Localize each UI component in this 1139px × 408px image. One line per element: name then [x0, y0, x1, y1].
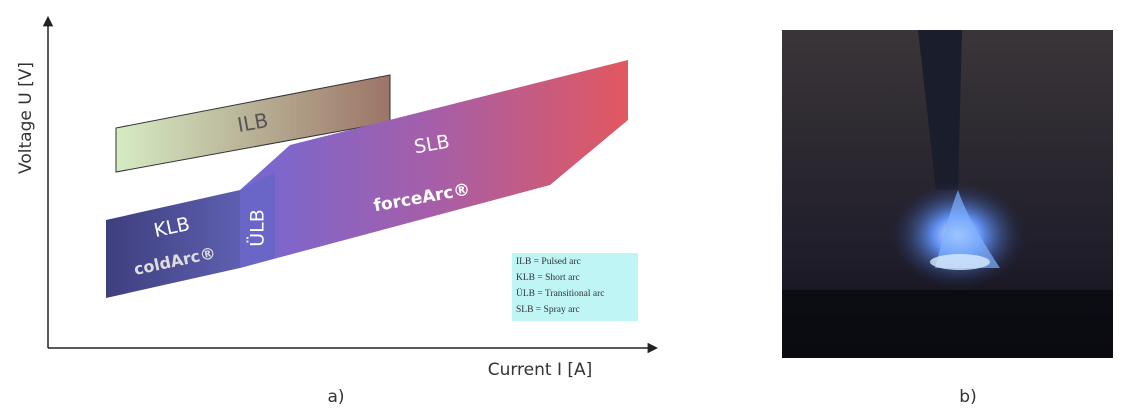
ulb-region	[240, 172, 275, 268]
x-axis-label: Current I [A]	[488, 360, 593, 380]
legend-entry: ILB = Pulsed arc	[516, 257, 581, 267]
legend-entry: SLB = Spray arc	[516, 305, 580, 315]
ilb-label: ILB	[236, 108, 270, 137]
caption: a)	[327, 387, 344, 407]
caption: b)	[959, 387, 976, 407]
klb-region	[106, 190, 240, 298]
arc-photo	[782, 30, 1113, 358]
slb-region	[240, 60, 628, 268]
ulb-label: ÜLB	[246, 209, 269, 247]
y-axis-label: Voltage U [V]	[16, 62, 36, 174]
legend-box	[512, 253, 638, 321]
legend-entry: ÜLB = Transitional arc	[516, 287, 604, 299]
legend-entry: KLB = Short arc	[516, 273, 580, 283]
